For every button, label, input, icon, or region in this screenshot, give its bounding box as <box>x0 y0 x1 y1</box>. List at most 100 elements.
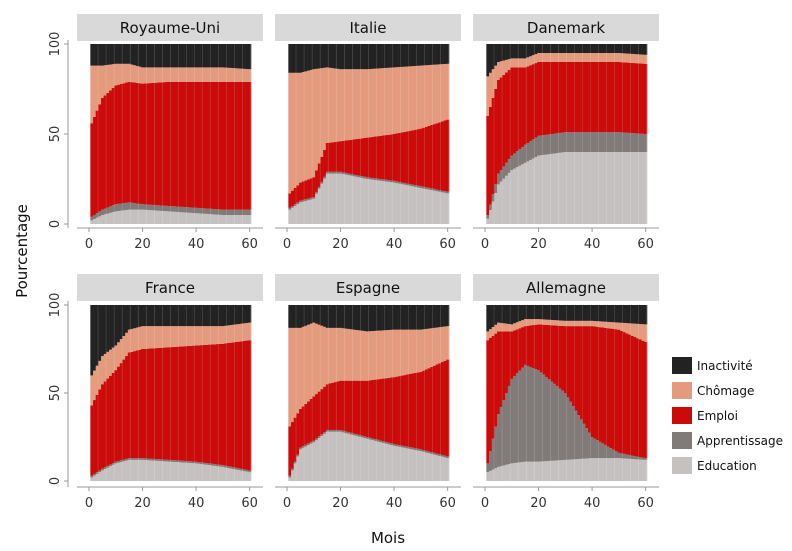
bar-segment-inactivite <box>293 44 297 73</box>
bar-segment-chomage <box>585 53 589 62</box>
bar-segment-apprentissage <box>93 215 96 220</box>
bar-segment-education <box>162 461 166 481</box>
bar-segment-apprentissage <box>609 448 613 459</box>
bar-segment-education <box>181 462 185 481</box>
bar-segment-chomage <box>197 67 201 82</box>
bar-segment-chomage <box>101 65 105 98</box>
bar-segment-inactivite <box>90 44 94 66</box>
bar-separator <box>226 305 227 481</box>
bar-segment-emploi <box>427 368 431 452</box>
bar-separator <box>303 305 305 481</box>
bar-segment-education <box>403 184 407 224</box>
bar-segment-chomage <box>505 323 509 332</box>
bar-segment-apprentissage <box>130 458 134 460</box>
bar-segment-apprentissage <box>357 434 361 437</box>
bar-segment-inactivite <box>574 44 578 53</box>
bar-segment-chomage <box>328 67 332 143</box>
bar-segment-emploi <box>197 345 201 462</box>
bar-segment-inactivite <box>430 44 434 65</box>
bar-segment-emploi <box>339 141 343 172</box>
bar-segment-education <box>392 445 396 481</box>
bar-segment-education <box>304 200 308 224</box>
bar-segment-emploi <box>430 125 434 189</box>
bar-segment-education <box>555 460 559 481</box>
bar-segment-inactivite <box>539 305 543 320</box>
bar-segment-education <box>176 462 179 481</box>
bar-segment-education <box>122 210 126 224</box>
bar-segment-chomage <box>593 321 597 327</box>
bar-segment-inactivite <box>101 44 105 66</box>
bar-segment-chomage <box>612 322 616 329</box>
bar-segment-apprentissage <box>344 431 348 434</box>
bar-segment-emploi <box>398 376 402 446</box>
facet-title: Danemark <box>527 19 605 37</box>
bar-segment-chomage <box>216 326 220 345</box>
bar-segment-apprentissage <box>98 470 102 473</box>
bar-segment-emploi <box>604 62 608 133</box>
bar-separator <box>501 305 503 481</box>
bar-segment-education <box>240 470 244 481</box>
bar-separator <box>517 44 519 224</box>
bar-segment-chomage <box>408 66 412 131</box>
bar-segment-education <box>106 213 110 224</box>
bar-segment-emploi <box>167 347 171 460</box>
bar-segment-emploi <box>561 62 565 133</box>
bar-segment-inactivite <box>159 305 163 327</box>
bar-segment-chomage <box>502 323 506 332</box>
bar-segment-chomage <box>625 323 629 334</box>
bar-segment-education <box>95 217 99 224</box>
bar-segment-education <box>494 192 498 224</box>
bar-separator <box>250 44 251 224</box>
bar-segment-inactivite <box>248 305 252 323</box>
bar-segment-chomage <box>101 356 105 385</box>
bar-segment-inactivite <box>165 44 169 68</box>
bar-separator <box>582 305 583 481</box>
bar-segment-chomage <box>205 67 209 82</box>
bar-segment-apprentissage <box>566 397 570 460</box>
bar-segment-education <box>580 458 584 481</box>
bar-segment-inactivite <box>173 305 177 327</box>
bar-segment-apprentissage <box>93 473 96 476</box>
bar-segment-apprentissage <box>628 132 632 152</box>
bar-segment-inactivite <box>315 44 319 69</box>
bar-segment-apprentissage <box>106 465 110 468</box>
bar-segment-inactivite <box>636 44 640 55</box>
bar-segment-education <box>622 152 626 224</box>
bar-segment-apprentissage <box>331 171 335 174</box>
bar-segment-apprentissage <box>604 444 608 459</box>
bar-segment-education <box>184 462 188 481</box>
bar-segment-education <box>609 458 613 481</box>
bar-segment-apprentissage <box>226 466 230 468</box>
legend-swatch <box>672 357 692 374</box>
bar-segment-inactivite <box>317 305 321 325</box>
bar-segment-emploi <box>606 62 610 133</box>
bar-segment-emploi <box>513 67 517 154</box>
bar-segment-chomage <box>119 339 123 364</box>
bar-segment-inactivite <box>339 44 343 70</box>
bar-segment-chomage <box>146 67 150 84</box>
bar-segment-apprentissage <box>293 204 297 206</box>
bar-segment-apprentissage <box>550 134 554 154</box>
bar-segment-emploi <box>566 62 570 133</box>
bar-segment-apprentissage <box>505 162 509 176</box>
bar-segment-emploi <box>435 123 439 190</box>
bar-segment-emploi <box>240 81 244 210</box>
bar-segment-emploi <box>419 128 423 187</box>
legend-label: Chômage <box>697 384 754 398</box>
bar-segment-inactivite <box>325 44 329 68</box>
bar-segment-inactivite <box>197 44 201 68</box>
bar-segment-education <box>154 460 158 481</box>
bar-segment-apprentissage <box>585 428 589 459</box>
bar-segment-education <box>542 154 546 224</box>
bar-segment-inactivite <box>609 44 613 53</box>
bar-segment-emploi <box>200 345 204 463</box>
bar-segment-inactivite <box>553 44 557 53</box>
bar-segment-chomage <box>566 320 570 327</box>
bar-separator <box>614 44 615 224</box>
bar-segment-emploi <box>248 340 252 471</box>
bar-segment-education <box>641 459 645 481</box>
bar-segment-education <box>542 461 546 481</box>
bar-segment-emploi <box>395 133 399 182</box>
bar-segment-apprentissage <box>159 205 163 211</box>
